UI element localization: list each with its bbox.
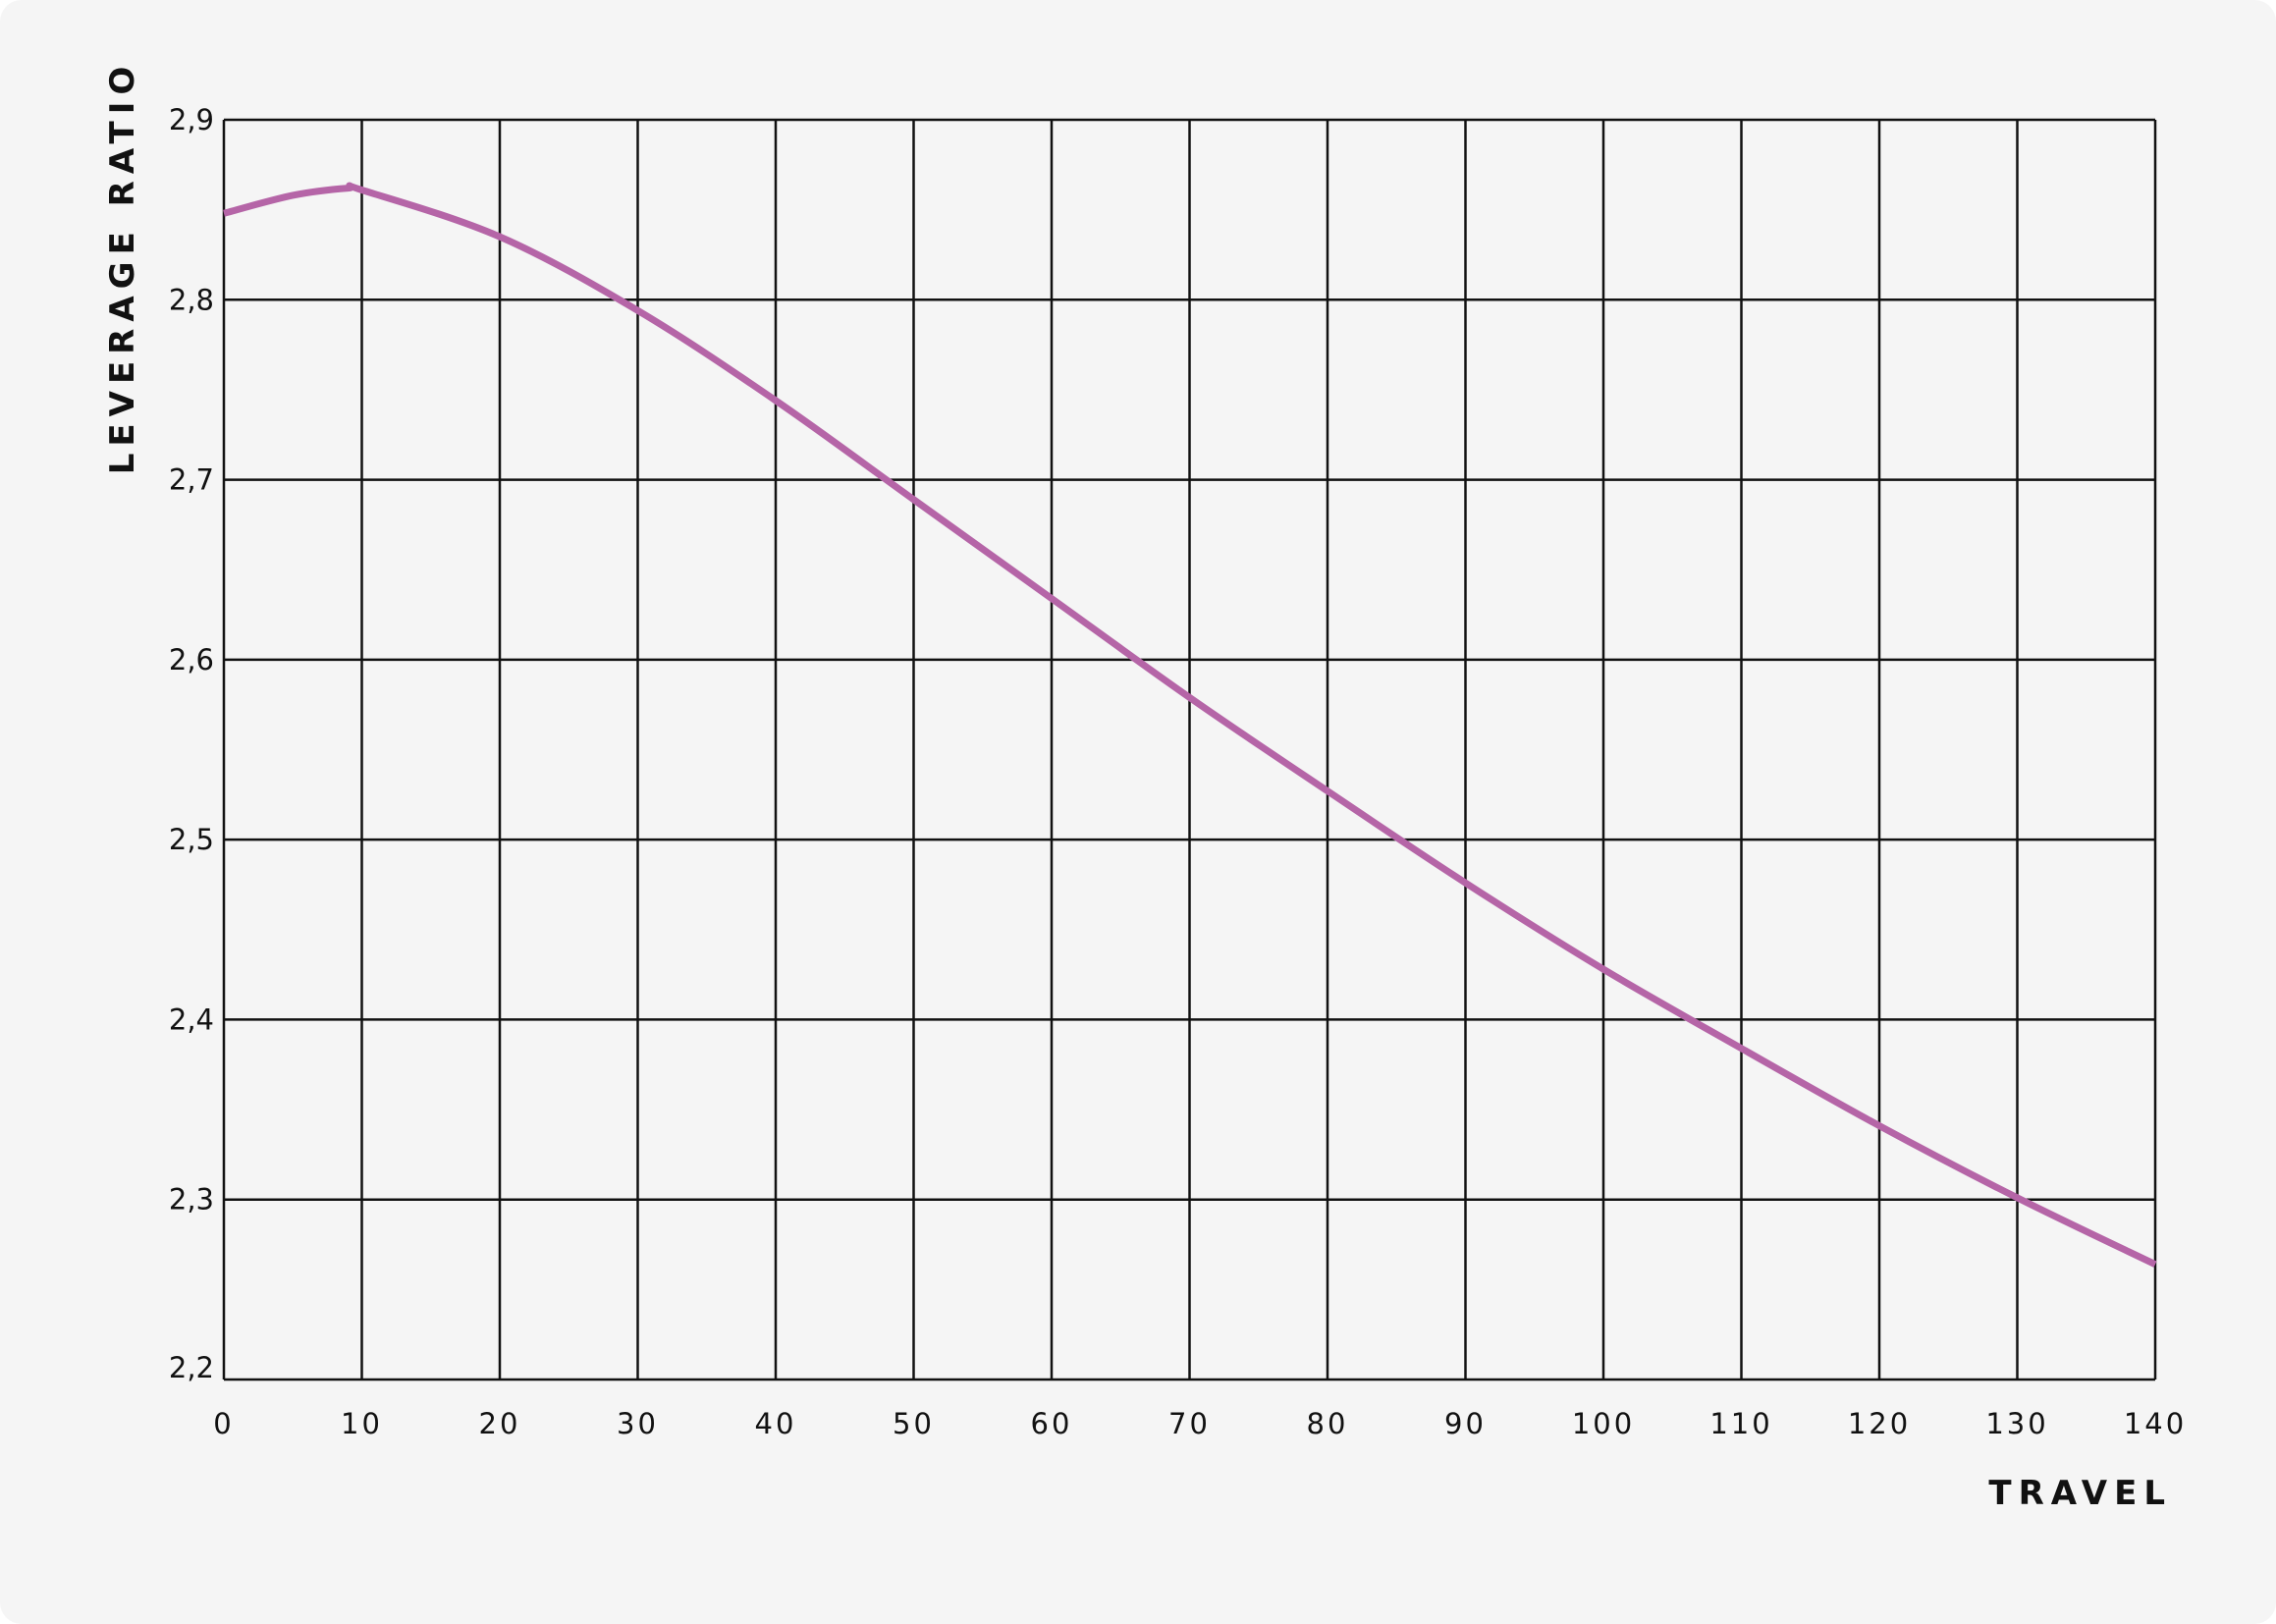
y-tick-label: 2,3 xyxy=(169,1183,214,1217)
y-tick-label: 2,2 xyxy=(169,1351,214,1384)
x-tick-label: 110 xyxy=(1709,1407,1772,1440)
x-tick-label: 80 xyxy=(1307,1407,1349,1440)
y-tick-labels: 2,2 2,3 2,4 2,5 2,6 2,7 2,8 2,9 xyxy=(169,103,214,1384)
x-tick-label: 10 xyxy=(341,1407,383,1440)
x-tick-label: 90 xyxy=(1444,1407,1487,1440)
x-tick-label: 100 xyxy=(1572,1407,1635,1440)
y-tick-label: 2,9 xyxy=(169,103,214,136)
x-tick-label: 50 xyxy=(893,1407,935,1440)
series-line xyxy=(223,182,2157,1268)
y-tick-label: 2,4 xyxy=(169,1002,214,1036)
x-tick-label: 60 xyxy=(1031,1407,1073,1440)
x-tick-label: 0 xyxy=(213,1407,234,1440)
y-tick-label: 2,7 xyxy=(169,463,214,497)
y-tick-label: 2,6 xyxy=(169,643,214,677)
x-tick-labels: 0 10 20 30 40 50 60 70 80 90 100 110 120 130 140 xyxy=(213,1407,2187,1440)
y-tick-label: 2,8 xyxy=(169,283,214,316)
y-tick-label: 2,5 xyxy=(169,823,214,856)
x-tick-label: 130 xyxy=(1985,1407,2048,1440)
y-axis-title: LEVERAGE RATIO xyxy=(103,60,142,475)
x-axis-title: TRAVEL xyxy=(1988,1474,2172,1513)
x-tick-label: 20 xyxy=(479,1407,521,1440)
x-tick-label: 140 xyxy=(2124,1407,2187,1440)
x-tick-label: 40 xyxy=(755,1407,797,1440)
x-tick-label: 70 xyxy=(1168,1407,1211,1440)
x-tick-label: 30 xyxy=(617,1407,659,1440)
x-tick-label: 120 xyxy=(1848,1407,1911,1440)
grid xyxy=(222,118,2157,1381)
